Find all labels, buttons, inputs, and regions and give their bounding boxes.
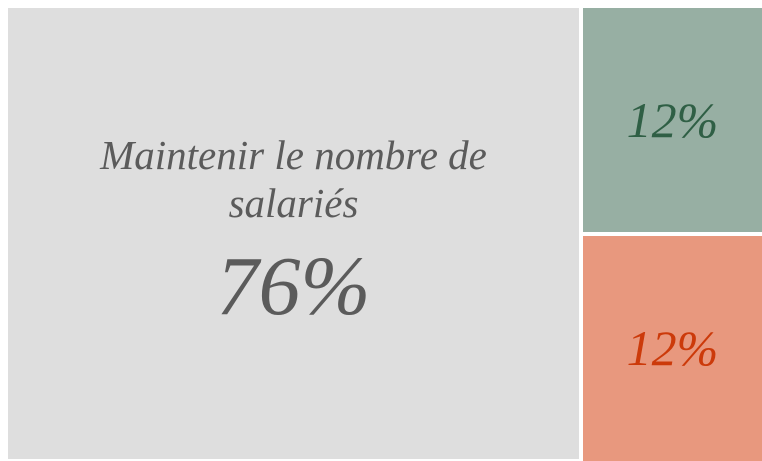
tile: Maintenir le nombre de salariés 76% bbox=[8, 8, 579, 459]
value-label: 12% bbox=[627, 90, 719, 150]
tile-label: Maintenir le nombre de salariés bbox=[74, 131, 514, 227]
tile: 12% bbox=[583, 8, 762, 232]
value-label: 76% bbox=[217, 237, 371, 337]
value-label: 12% bbox=[627, 318, 719, 378]
tile: 12% bbox=[583, 236, 762, 461]
